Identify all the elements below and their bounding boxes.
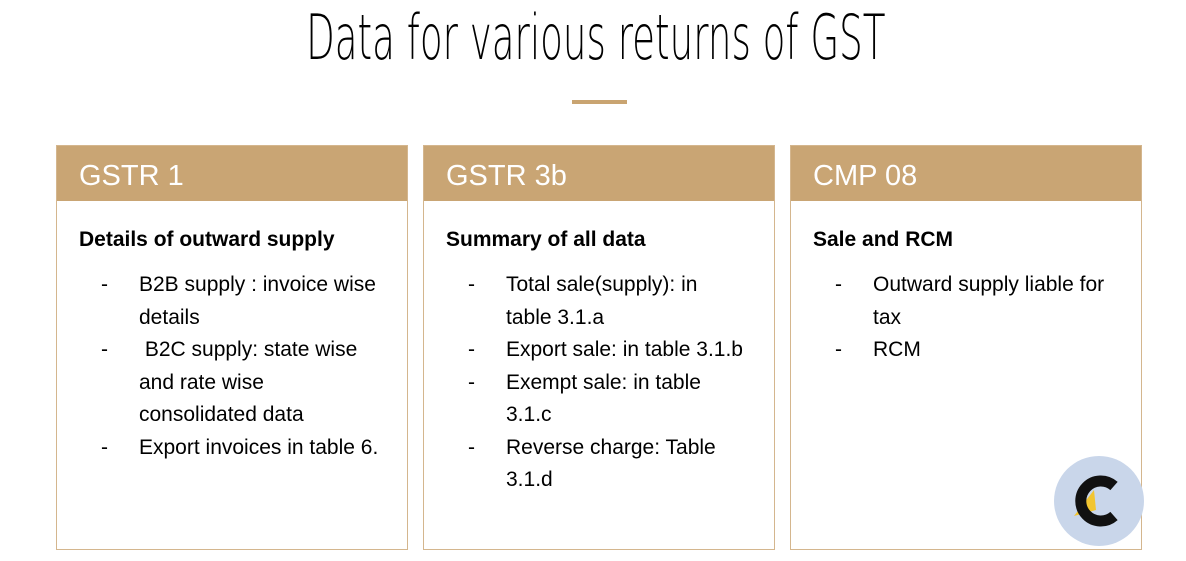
list-item: - B2C supply: state wise and rate wise c… bbox=[57, 334, 407, 432]
card-list: - Outward supply liable for tax - RCM bbox=[791, 269, 1141, 367]
card-cmp-08: CMP 08 Sale and RCM - Outward supply liab… bbox=[790, 145, 1142, 550]
list-item: - Export invoices in table 6. bbox=[57, 432, 407, 465]
list-item-text: Exempt sale: in table 3.1.c bbox=[506, 370, 701, 427]
list-item: - Outward supply liable for tax bbox=[791, 269, 1141, 334]
list-item-text: B2C supply: state wise and rate wise con… bbox=[139, 338, 358, 426]
card-gstr-1: GSTR 1 Details of outward supply - B2B su… bbox=[56, 145, 408, 550]
list-item-text: Export sale: in table 3.1.b bbox=[506, 338, 743, 361]
card-subtitle: Details of outward supply bbox=[79, 228, 335, 251]
list-item-text: Export invoices in table 6. bbox=[139, 435, 379, 459]
card-list: - B2B supply : invoice wise details - B2C… bbox=[57, 269, 407, 464]
list-item: - Exempt sale: in table 3.1.c bbox=[424, 367, 774, 432]
bullet-dash: - bbox=[468, 338, 475, 361]
bullet-dash: - bbox=[835, 273, 842, 296]
bullet-dash: - bbox=[835, 338, 842, 361]
list-item-text: Reverse charge: Table 3.1.d bbox=[506, 435, 716, 492]
list-item: - RCM bbox=[791, 334, 1141, 367]
list-item: - Reverse charge: Table 3.1.d bbox=[424, 432, 774, 497]
title-underline bbox=[572, 100, 627, 104]
brand-c-logo-icon[interactable] bbox=[1054, 456, 1144, 546]
list-item-text: Total sale(supply): in table 3.1.a bbox=[506, 273, 698, 329]
list-item-text: RCM bbox=[873, 338, 921, 361]
page-title: Data for various returns of GST bbox=[306, 1, 886, 74]
bullet-dash: - bbox=[468, 273, 475, 296]
card-list: - Total sale(supply): in table 3.1.a - Exp… bbox=[424, 269, 774, 497]
bullet-dash: - bbox=[101, 435, 108, 459]
card-subtitle: Summary of all data bbox=[446, 228, 646, 251]
brand-c-logo-svg bbox=[1074, 475, 1118, 527]
bullet-dash: - bbox=[468, 370, 475, 394]
bullet-dash: - bbox=[468, 435, 475, 459]
card-subtitle: Sale and RCM bbox=[813, 228, 954, 251]
list-item: - Total sale(supply): in table 3.1.a bbox=[424, 269, 774, 334]
card-header: GSTR 3b bbox=[424, 146, 774, 201]
card-header: GSTR 1 bbox=[57, 146, 407, 201]
card-header: CMP 08 bbox=[791, 146, 1141, 201]
bullet-dash: - bbox=[101, 338, 108, 361]
list-item-text: B2B supply : invoice wise details bbox=[139, 273, 376, 329]
card-gstr-3b: GSTR 3b Summary of all data - Total sale(… bbox=[423, 145, 775, 550]
list-item-text: Outward supply liable for tax bbox=[873, 273, 1105, 329]
bullet-dash: - bbox=[101, 273, 108, 296]
list-item: - B2B supply : invoice wise details bbox=[57, 269, 407, 334]
list-item: - Export sale: in table 3.1.b bbox=[424, 334, 774, 367]
